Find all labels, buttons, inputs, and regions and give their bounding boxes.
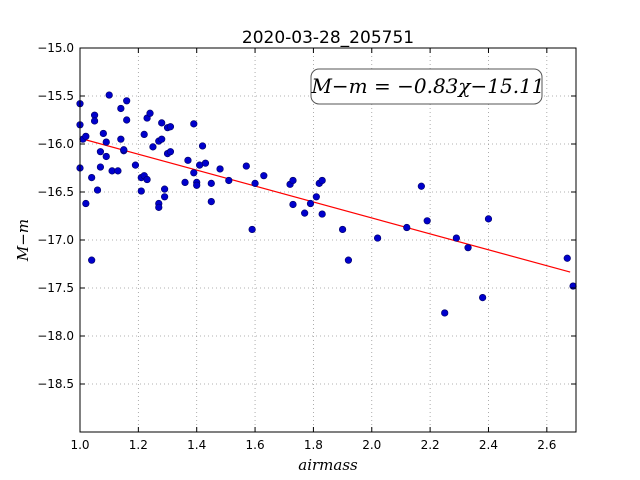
data-point: [242, 162, 250, 170]
data-point: [181, 178, 189, 186]
data-point: [161, 185, 169, 193]
grid-lines: [79, 47, 576, 432]
y-tick-label: −17.0: [37, 233, 74, 247]
y-tick-label: −16.5: [37, 185, 74, 199]
data-point: [207, 198, 215, 206]
chart-title: 2020-03-28_205751: [242, 28, 414, 48]
data-point: [248, 225, 256, 234]
data-point: [117, 104, 125, 113]
data-point: [158, 135, 166, 143]
data-point: [312, 193, 320, 201]
data-point: [155, 203, 163, 211]
data-point: [93, 186, 102, 194]
data-point: [318, 210, 326, 218]
data-point: [338, 225, 347, 234]
data-point: [417, 182, 425, 190]
data-point: [105, 91, 113, 99]
y-tick-label: −15.0: [37, 41, 74, 55]
data-point: [88, 174, 96, 182]
data-point: [374, 234, 382, 242]
data-point: [149, 143, 157, 151]
data-point: [161, 193, 169, 201]
data-point: [563, 254, 571, 262]
x-axis-label: airmass: [298, 456, 358, 474]
data-point: [114, 167, 122, 175]
data-point: [99, 129, 107, 138]
plot-frame: [79, 47, 577, 433]
data-point: [123, 97, 131, 105]
fit-line: [79, 137, 571, 273]
data-point: [479, 294, 487, 302]
data-point: [318, 176, 326, 185]
annotation-box: [310, 68, 543, 105]
data-point: [82, 132, 90, 140]
x-tick-label: 1.8: [304, 438, 323, 452]
data-point: [306, 199, 315, 208]
data-point: [201, 159, 210, 167]
data-point: [140, 130, 148, 138]
y-tick-label: −18.5: [37, 377, 74, 391]
x-tick-label: 1.2: [129, 438, 148, 452]
data-point: [464, 244, 472, 252]
data-point: [137, 187, 145, 195]
data-point: [452, 234, 460, 242]
data-point: [143, 175, 151, 184]
equation-annotation: M−m = −0.83χ−15.11: [310, 68, 545, 105]
data-point: [117, 135, 125, 143]
x-tick-label: 1.0: [70, 438, 89, 452]
data-point: [344, 256, 353, 264]
data-point: [207, 179, 215, 187]
data-point: [190, 169, 198, 177]
data-point: [184, 156, 192, 164]
data-point: [166, 123, 175, 131]
y-tick-label: −18.0: [37, 329, 74, 343]
data-point: [123, 116, 131, 124]
x-tick-label: 1.4: [187, 438, 206, 452]
x-tick-label: 2.0: [362, 438, 381, 452]
data-point: [158, 119, 166, 127]
data-points: [76, 91, 577, 317]
data-point: [441, 309, 449, 317]
data-point: [225, 176, 233, 185]
data-point: [120, 146, 128, 154]
data-point: [146, 109, 154, 117]
data-point: [403, 223, 411, 232]
data-point: [423, 217, 431, 225]
data-point: [90, 117, 99, 125]
y-tick-label: −15.5: [37, 89, 74, 103]
data-point: [289, 176, 297, 185]
data-point: [102, 152, 110, 161]
data-point: [251, 179, 259, 187]
y-tick-label: −17.5: [37, 281, 74, 295]
data-point: [190, 120, 198, 128]
data-point: [102, 138, 110, 146]
x-tick-labels: 1.0 1.2 1.4 1.6 1.8 2.0 2.2 2.4 2.6: [70, 438, 556, 452]
data-point: [301, 209, 309, 217]
data-point: [484, 215, 493, 223]
fit-equation-text: M−m = −0.83χ−15.11: [310, 74, 544, 98]
data-point: [289, 200, 297, 209]
data-point: [198, 142, 207, 150]
data-point: [96, 148, 105, 156]
data-point: [96, 163, 105, 171]
data-point: [166, 148, 175, 156]
x-tick-label: 1.6: [246, 438, 265, 452]
y-tick-label: −16.0: [37, 137, 74, 151]
y-tick-labels: −15.0 −15.5 −16.0 −16.5 −17.0 −17.5 −18.0 −18.5: [37, 41, 74, 391]
data-point: [216, 165, 224, 173]
x-tick-label: 2.4: [479, 438, 498, 452]
y-axis-label: M−m: [14, 219, 32, 262]
x-tick-label: 2.2: [421, 438, 440, 452]
data-point: [260, 172, 268, 180]
x-tick-label: 2.6: [537, 438, 556, 452]
data-point: [88, 256, 96, 264]
data-point: [82, 199, 90, 208]
data-point: [193, 181, 201, 189]
data-point: [131, 161, 140, 169]
